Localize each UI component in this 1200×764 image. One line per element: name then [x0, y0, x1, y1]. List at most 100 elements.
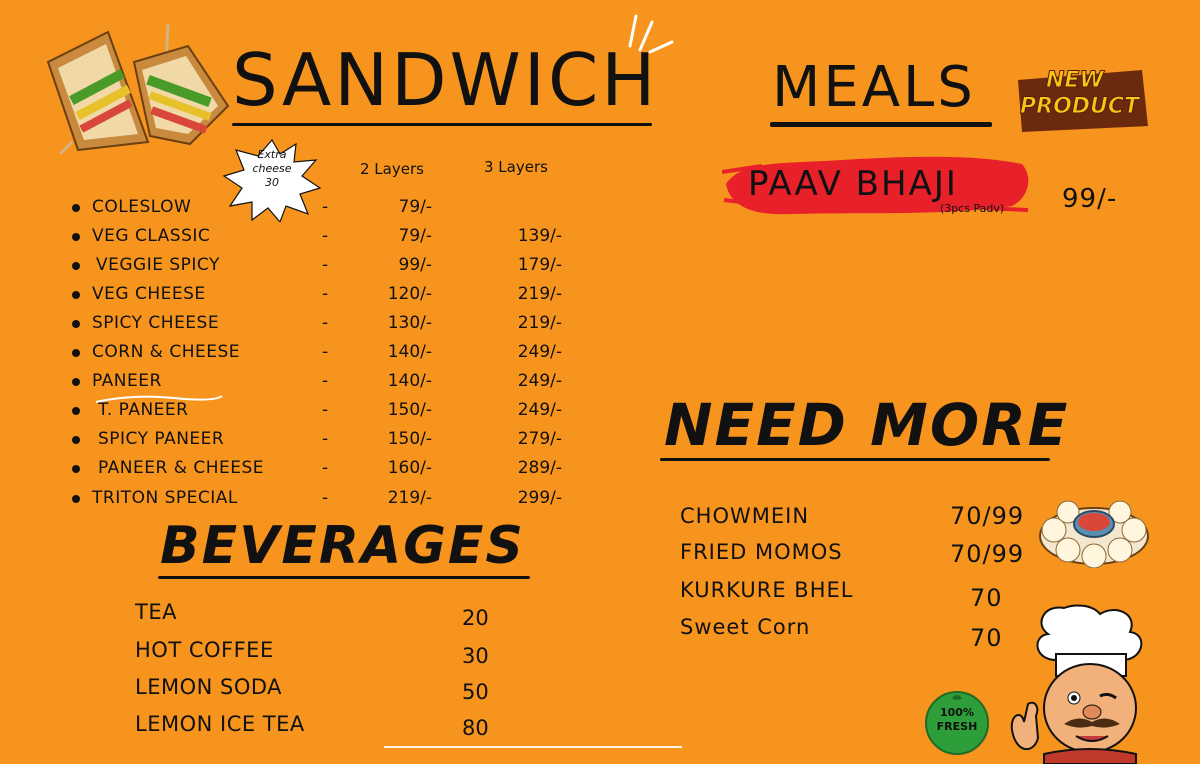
price-3-layers: 219/-	[517, 313, 562, 333]
item-name: T. PANEER	[98, 400, 189, 420]
paav-bhaji-note: (3pcs Padv)	[940, 202, 1005, 215]
bullet	[72, 291, 80, 299]
item-name: VEGGIE SPICY	[96, 255, 220, 275]
item-name: VEG CHEESE	[92, 284, 206, 304]
separator: -	[322, 313, 329, 333]
separator: -	[322, 255, 329, 275]
price-2-layers: 150/-	[387, 429, 432, 449]
extra-cheese-line1: Extra	[257, 148, 287, 161]
item-name: TRITON SPECIAL	[92, 488, 238, 508]
sandwich-title: SANDWICH	[232, 38, 659, 122]
list-item: CHOWMEIN	[680, 504, 810, 528]
price-2-layers: 79/-	[398, 197, 433, 217]
item-price: 80	[462, 716, 489, 740]
extra-cheese-line3: 30	[265, 176, 279, 189]
new-product-line1: NEW	[1046, 68, 1105, 94]
separator: -	[322, 429, 329, 449]
list-item: LEMON SODA	[135, 675, 283, 699]
list-item: VEG CHEESE - 120/- 219/-	[72, 282, 572, 308]
item-name: SPICY PANEER	[98, 429, 225, 449]
bullet	[72, 204, 80, 212]
list-item: SPICY PANEER - 150/- 279/-	[72, 427, 572, 453]
item-name: PANEER & CHEESE	[98, 458, 265, 478]
sparkle-icon	[628, 14, 674, 54]
price-2-layers: 140/-	[387, 371, 432, 391]
bullet	[72, 378, 80, 386]
starburst-icon	[222, 138, 322, 222]
list-item: HOT COFFEE	[135, 638, 274, 662]
meals-underline	[770, 122, 992, 127]
item-price: 70/99	[950, 540, 1025, 568]
fresh-badge-icon: 100% FRESH	[924, 690, 990, 756]
item-name: CORN & CHEESE	[92, 342, 241, 362]
list-item: TRITON SPECIAL - 219/- 299/-	[72, 486, 572, 512]
separator: -	[322, 371, 329, 391]
separator: -	[322, 342, 329, 362]
bullet	[72, 233, 80, 241]
item-price: 30	[462, 644, 489, 668]
bullet	[72, 465, 80, 473]
bullet	[72, 262, 80, 270]
item-price: 70/99	[950, 502, 1025, 530]
item-name: VEG CLASSIC	[92, 226, 211, 246]
price-2-layers: 160/-	[387, 458, 432, 478]
bottom-divider	[384, 746, 682, 748]
brush-stroke	[722, 156, 1029, 215]
price-3-layers: 279/-	[517, 429, 562, 449]
separator: -	[322, 488, 329, 508]
list-item: FRIED MOMOS	[680, 540, 843, 564]
beverages-title: BEVERAGES	[160, 516, 525, 576]
momos-icon	[1039, 500, 1149, 568]
list-item: VEGGIE SPICY - 99/- 179/-	[72, 253, 572, 279]
list-item: Sweet Corn	[680, 615, 811, 639]
price-3-layers: 249/-	[517, 400, 562, 420]
new-product-line2: PRODUCT	[1019, 94, 1140, 120]
fresh-line1: 100%	[940, 706, 974, 719]
item-price: 70	[970, 584, 1003, 612]
price-3-layers: 249/-	[517, 342, 562, 362]
separator: -	[322, 400, 329, 420]
bullet	[72, 495, 80, 503]
extra-cheese-line2: cheese	[252, 162, 292, 175]
sandwich-underline	[232, 123, 652, 126]
separator: -	[322, 226, 329, 246]
bullet	[72, 436, 80, 444]
column-header-2-layers: 2 Layers	[360, 160, 424, 178]
list-item: SPICY CHEESE - 130/- 219/-	[72, 311, 572, 337]
list-item: LEMON ICE TEA	[135, 712, 305, 736]
item-price: 50	[462, 680, 489, 704]
paav-bhaji-label: PAAV BHAJI	[748, 164, 958, 204]
extra-cheese-badge: Extra cheese 30	[240, 148, 304, 190]
price-3-layers: 249/-	[517, 371, 562, 391]
list-item: PANEER - 140/- 249/-	[72, 369, 572, 395]
price-3-layers: 179/-	[517, 255, 562, 275]
price-2-layers: 140/-	[387, 342, 432, 362]
bullet	[72, 320, 80, 328]
list-item: VEG CLASSIC - 79/- 139/-	[72, 224, 572, 250]
list-item: TEA	[135, 600, 177, 624]
price-2-layers: 79/-	[398, 226, 433, 246]
separator: -	[322, 284, 329, 304]
price-2-layers: 219/-	[387, 488, 432, 508]
scribble-underline	[95, 395, 223, 403]
price-2-layers: 99/-	[398, 255, 433, 275]
separator: -	[322, 458, 329, 478]
new-product-icon: NEW PRODUCT	[1012, 66, 1152, 136]
price-3-layers: 139/-	[517, 226, 562, 246]
item-price: 20	[462, 606, 489, 630]
beverages-underline	[158, 576, 530, 579]
price-3-layers: 289/-	[517, 458, 562, 478]
price-3-layers: 219/-	[517, 284, 562, 304]
list-item: PANEER & CHEESE - 160/- 289/-	[72, 456, 572, 482]
chef-icon	[1010, 604, 1143, 764]
paav-bhaji-price: 99/-	[1062, 184, 1118, 214]
price-3-layers: 299/-	[517, 488, 562, 508]
item-name: COLESLOW	[92, 197, 192, 217]
column-header-3-layers: 3 Layers	[484, 158, 548, 176]
list-item: CORN & CHEESE - 140/- 249/-	[72, 340, 572, 366]
price-2-layers: 130/-	[387, 313, 432, 333]
item-price: 70	[970, 624, 1003, 652]
list-item: COLESLOW - 79/-	[72, 195, 572, 221]
bullet	[72, 407, 80, 415]
price-2-layers: 120/-	[387, 284, 432, 304]
